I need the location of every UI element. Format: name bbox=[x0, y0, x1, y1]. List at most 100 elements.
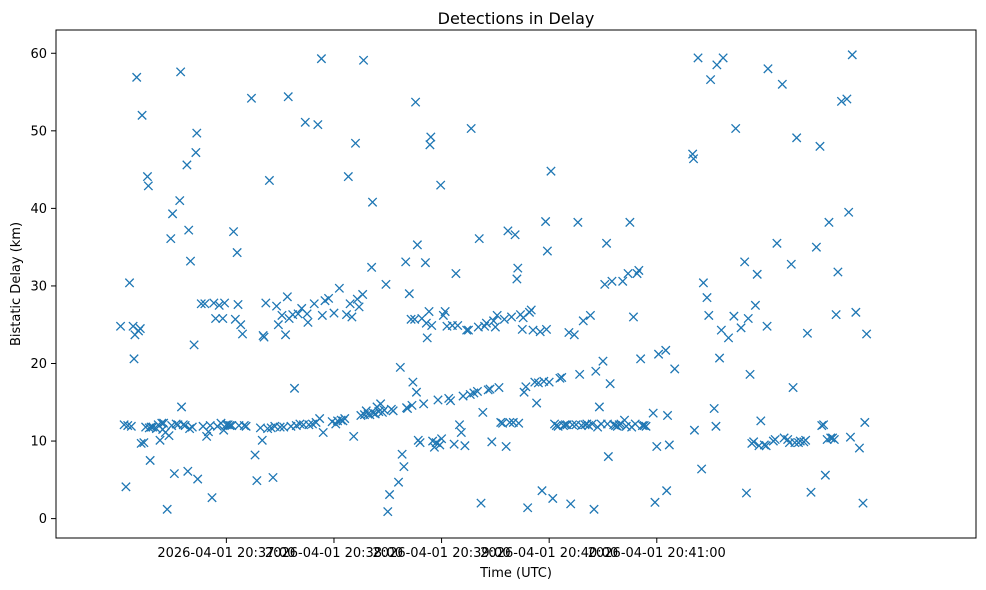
data-point bbox=[526, 305, 536, 315]
data-point bbox=[528, 325, 538, 335]
data-point bbox=[424, 306, 434, 317]
data-point bbox=[410, 97, 421, 107]
data-point bbox=[420, 258, 431, 268]
data-point bbox=[440, 306, 450, 317]
x-tick-label: 2026-04-01 20:38:00 bbox=[265, 546, 403, 561]
data-point bbox=[166, 233, 176, 244]
data-point bbox=[478, 407, 488, 418]
data-point bbox=[544, 377, 554, 387]
data-point bbox=[861, 329, 872, 339]
data-point bbox=[427, 320, 437, 331]
data-point bbox=[790, 437, 800, 448]
data-point bbox=[711, 421, 721, 431]
y-tick-label: 30 bbox=[30, 279, 47, 294]
data-point bbox=[811, 242, 822, 252]
data-point bbox=[639, 420, 649, 431]
data-point bbox=[625, 217, 635, 228]
data-point bbox=[178, 420, 188, 430]
data-point bbox=[607, 276, 617, 286]
data-point bbox=[860, 417, 870, 428]
data-point bbox=[436, 434, 447, 444]
data-point bbox=[752, 269, 762, 279]
x-tick-label: 2026-04-01 20:39:00 bbox=[373, 546, 511, 561]
data-point bbox=[594, 402, 605, 412]
data-point bbox=[499, 314, 510, 324]
data-point bbox=[745, 369, 755, 380]
data-point bbox=[273, 320, 284, 330]
data-point bbox=[262, 423, 273, 434]
data-point bbox=[664, 440, 674, 450]
data-point bbox=[514, 418, 524, 428]
data-point bbox=[218, 313, 228, 324]
data-point bbox=[257, 435, 267, 445]
data-point bbox=[512, 274, 522, 284]
data-point bbox=[535, 327, 545, 337]
data-point bbox=[401, 257, 411, 267]
data-point bbox=[748, 437, 759, 447]
data-point bbox=[466, 123, 476, 134]
data-point bbox=[845, 432, 856, 442]
data-point bbox=[560, 420, 570, 430]
data-point bbox=[540, 216, 551, 227]
data-point bbox=[693, 53, 703, 63]
data-point bbox=[345, 299, 355, 309]
data-point bbox=[800, 435, 811, 445]
data-point bbox=[384, 489, 395, 500]
data-point bbox=[637, 420, 648, 431]
data-point bbox=[425, 140, 435, 150]
data-point bbox=[232, 247, 242, 258]
data-point bbox=[619, 415, 630, 425]
data-point bbox=[214, 300, 224, 310]
data-point bbox=[349, 431, 359, 442]
data-point bbox=[302, 309, 312, 319]
data-point bbox=[223, 420, 233, 430]
data-point bbox=[759, 440, 770, 450]
data-point bbox=[367, 197, 378, 207]
data-point bbox=[820, 470, 831, 480]
data-point bbox=[519, 387, 529, 397]
data-point bbox=[175, 67, 186, 77]
data-point bbox=[277, 310, 287, 321]
data-point bbox=[411, 387, 422, 397]
data-point bbox=[573, 217, 583, 228]
data-point bbox=[817, 420, 827, 431]
data-point bbox=[146, 422, 156, 432]
data-point bbox=[295, 419, 305, 429]
data-point bbox=[264, 175, 275, 186]
data-point bbox=[309, 299, 319, 309]
data-point bbox=[358, 289, 368, 300]
data-point bbox=[623, 268, 633, 279]
data-point bbox=[531, 398, 542, 408]
data-point bbox=[283, 92, 293, 102]
data-point bbox=[303, 317, 313, 328]
data-point bbox=[641, 421, 651, 431]
data-point bbox=[184, 423, 195, 434]
data-point bbox=[628, 312, 639, 322]
data-point bbox=[598, 356, 608, 366]
y-tick-label: 50 bbox=[30, 124, 47, 139]
data-point bbox=[187, 422, 197, 432]
data-point bbox=[200, 299, 210, 309]
data-point bbox=[132, 72, 142, 82]
data-point bbox=[246, 93, 257, 103]
data-point bbox=[833, 267, 843, 277]
data-point bbox=[458, 391, 468, 401]
data-point bbox=[259, 332, 269, 342]
data-point bbox=[481, 318, 492, 328]
data-point bbox=[770, 434, 780, 445]
data-point bbox=[162, 504, 172, 514]
data-point bbox=[381, 279, 391, 290]
data-point bbox=[280, 330, 291, 340]
data-point bbox=[241, 421, 251, 431]
data-point bbox=[227, 420, 237, 431]
data-point bbox=[844, 207, 854, 217]
data-point bbox=[750, 300, 761, 310]
data-point bbox=[189, 340, 199, 350]
data-point bbox=[169, 468, 180, 479]
data-point bbox=[661, 345, 671, 355]
data-point bbox=[293, 309, 303, 319]
data-point bbox=[476, 498, 486, 508]
data-point bbox=[575, 369, 585, 380]
